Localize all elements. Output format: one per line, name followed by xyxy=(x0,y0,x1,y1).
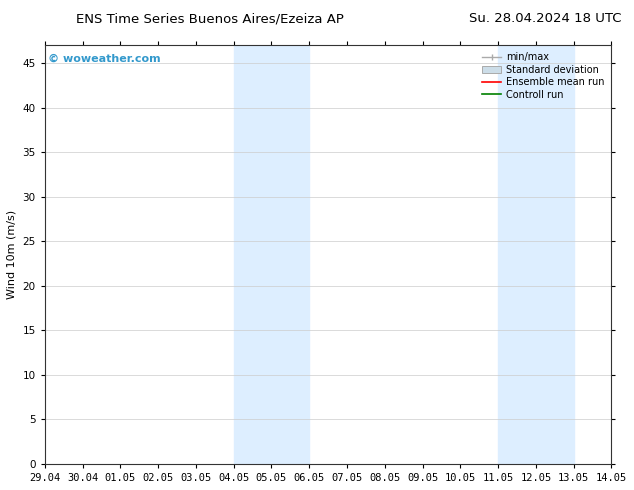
Text: © woweather.com: © woweather.com xyxy=(48,54,160,64)
Text: ENS Time Series Buenos Aires/Ezeiza AP: ENS Time Series Buenos Aires/Ezeiza AP xyxy=(76,12,344,25)
Bar xyxy=(498,46,574,464)
Y-axis label: Wind 10m (m/s): Wind 10m (m/s) xyxy=(7,210,17,299)
Legend: min/max, Standard deviation, Ensemble mean run, Controll run: min/max, Standard deviation, Ensemble me… xyxy=(480,50,607,101)
Text: Su. 28.04.2024 18 UTC: Su. 28.04.2024 18 UTC xyxy=(469,12,621,25)
Bar xyxy=(234,46,309,464)
